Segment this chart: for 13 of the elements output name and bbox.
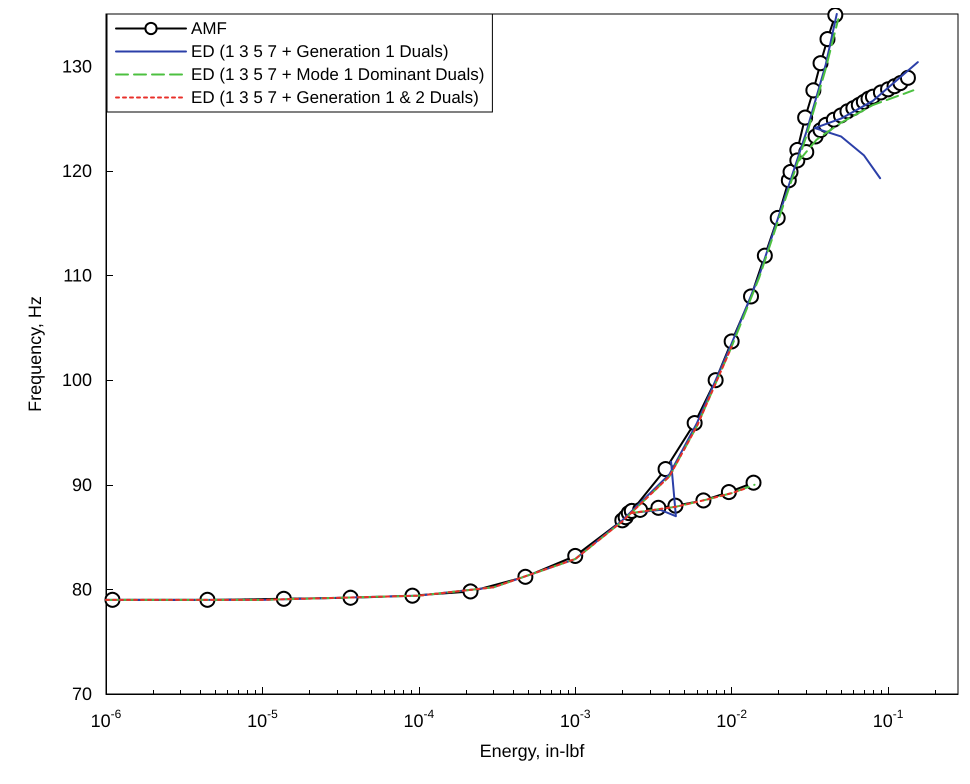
x-axis-title: Energy, in-lbf bbox=[480, 741, 586, 761]
y-tick-label: 100 bbox=[62, 370, 92, 390]
legend-label: AMF bbox=[191, 19, 227, 38]
legend-label: ED (1 3 5 7 + Mode 1 Dominant Duals) bbox=[191, 65, 484, 84]
y-tick-label: 120 bbox=[62, 160, 92, 181]
y-tick-label: 130 bbox=[62, 56, 92, 76]
legend-label: ED (1 3 5 7 + Generation 1 & 2 Duals) bbox=[191, 88, 479, 107]
y-tick-label: 70 bbox=[72, 684, 92, 704]
y-tick-label: 110 bbox=[63, 266, 92, 286]
y-tick-label: 90 bbox=[72, 474, 92, 495]
y-tick-label: 80 bbox=[72, 579, 92, 600]
y-axis-title: Frequency, Hz bbox=[25, 296, 45, 412]
legend-label: ED (1 3 5 7 + Generation 1 Duals) bbox=[191, 42, 448, 61]
